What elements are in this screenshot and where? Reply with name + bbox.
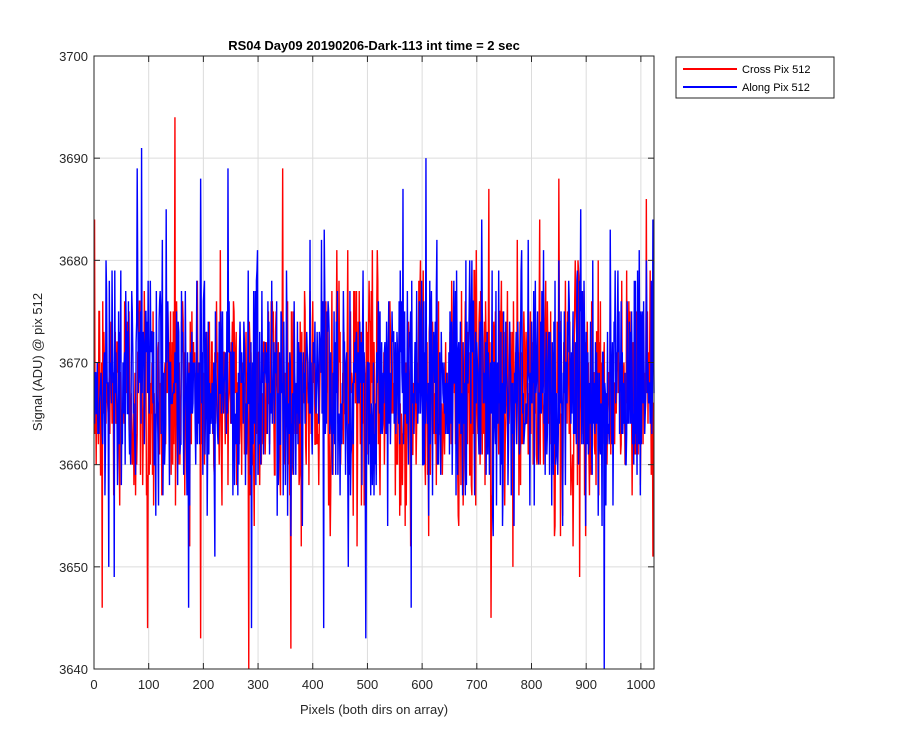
y-tick-labels: 3640 3650 3660 3670 3680 3690 3700	[59, 49, 88, 677]
legend-box	[675, 56, 835, 99]
legend-label-along: Along Pix 512	[742, 82, 810, 94]
x-tick-label: 300	[247, 677, 269, 692]
x-tick-label: 1000	[626, 677, 655, 692]
y-tick-label: 3680	[59, 253, 88, 268]
x-tick-label: 200	[193, 677, 215, 692]
x-tick-label: 700	[466, 677, 488, 692]
x-axis-label: Pixels (both dirs on array)	[300, 702, 448, 717]
y-tick-label: 3640	[59, 662, 88, 677]
y-tick-label: 3690	[59, 151, 88, 166]
x-tick-label: 100	[138, 677, 160, 692]
y-tick-label: 3650	[59, 560, 88, 575]
x-tick-label: 500	[357, 677, 379, 692]
x-tick-label: 400	[302, 677, 324, 692]
legend-label-cross: Cross Pix 512	[742, 64, 810, 76]
series-layer	[93, 117, 655, 670]
legend[interactable]: Cross Pix 512 Along Pix 512	[675, 56, 835, 99]
y-tick-label: 3700	[59, 49, 88, 64]
x-tick-label: 900	[575, 677, 597, 692]
x-tick-labels: 0 100 200 300 400 500 600 700 800 900 1000	[90, 677, 655, 692]
x-tick-label: 600	[411, 677, 433, 692]
y-tick-label: 3660	[59, 458, 88, 473]
x-tick-label: 800	[521, 677, 543, 692]
series-line-along-pix-512	[93, 147, 655, 670]
y-tick-label: 3670	[59, 356, 88, 371]
x-tick-label: 0	[90, 677, 97, 692]
y-axis-label: Signal (ADU) @ pix 512	[30, 293, 45, 431]
axis-ticks	[93, 55, 654, 670]
chart-title: RS04 Day09 20190206-Dark-113 int time = …	[228, 38, 520, 53]
